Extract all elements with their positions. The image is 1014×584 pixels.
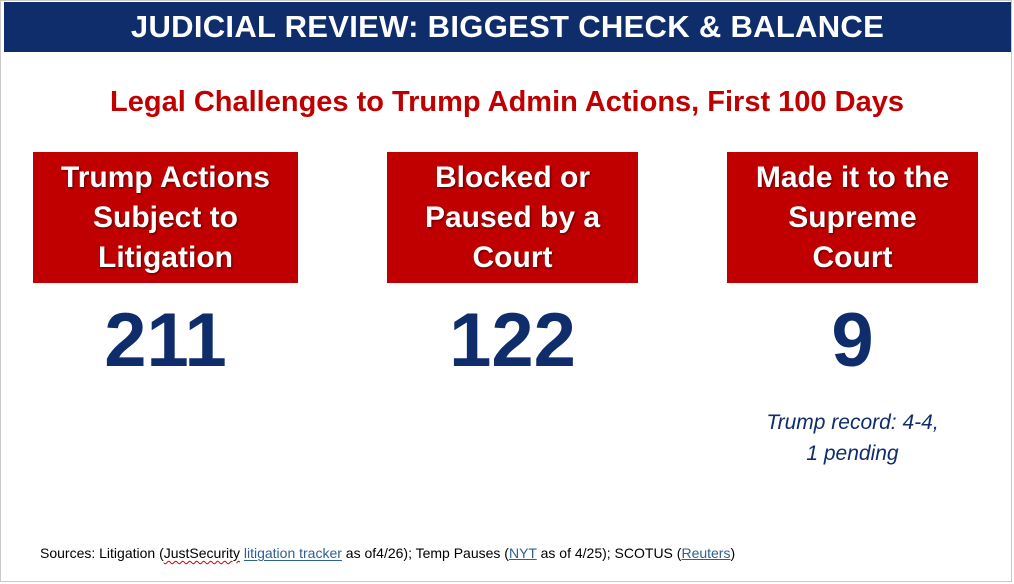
reuters-link[interactable]: Reuters — [681, 545, 731, 561]
stat-label-line: Paused by a — [424, 201, 601, 234]
sources-footnote: Sources: Litigation (JustSecurity litiga… — [40, 545, 735, 561]
note-line: Trump record: 4-4, — [766, 411, 939, 434]
sources-mid-1: as of4/26); Temp Pauses ( — [341, 545, 509, 561]
stat-label-line: Court — [472, 241, 553, 274]
stat-label-line: Court — [812, 241, 893, 274]
stat-column-litigation: Trump Actions Subject to Litigation 211 — [33, 152, 298, 381]
stat-value: 211 — [104, 298, 227, 383]
stat-label-box: Made it to the Supreme Court — [727, 152, 978, 283]
nyt-link[interactable]: NYT — [508, 545, 537, 561]
stat-label-line: Blocked or — [434, 161, 591, 194]
sources-prefix: Sources: Litigation ( — [40, 545, 164, 561]
page-title: JUDICIAL REVIEW: BIGGEST CHECK & BALANCE — [130, 9, 885, 44]
stat-label-box: Trump Actions Subject to Litigation — [33, 152, 298, 283]
subtitle: Legal Challenges to Trump Admin Actions,… — [110, 86, 904, 118]
stat-label-box: Blocked or Paused by a Court — [387, 152, 638, 283]
trump-record-note: Trump record: 4-4, 1 pending — [727, 407, 978, 469]
stat-label-line: Subject to — [92, 201, 238, 234]
sources-mid-2: as of 4/25); SCOTUS ( — [536, 545, 682, 561]
stat-value: 9 — [831, 298, 874, 383]
header-banner: JUDICIAL REVIEW: BIGGEST CHECK & BALANCE — [4, 2, 1011, 52]
stat-column-supreme-court: Made it to the Supreme Court 9 Trump rec… — [727, 152, 978, 469]
stat-label-line: Supreme — [788, 201, 917, 234]
stat-label-line: Trump Actions — [61, 161, 270, 194]
sources-suffix: ) — [730, 545, 736, 561]
note-line: 1 pending — [806, 442, 899, 465]
justsecurity-text: JustSecurity — [163, 545, 240, 561]
stat-column-blocked: Blocked or Paused by a Court 122 — [387, 152, 638, 381]
stat-label-line: Made it to the — [755, 161, 950, 194]
stat-label-line: Litigation — [98, 241, 233, 274]
stat-value: 122 — [449, 298, 576, 383]
litigation-tracker-link[interactable]: litigation tracker — [243, 545, 342, 561]
